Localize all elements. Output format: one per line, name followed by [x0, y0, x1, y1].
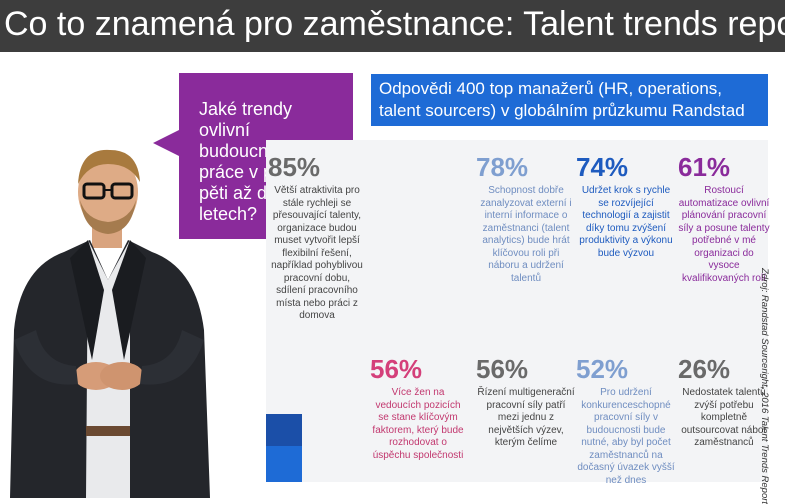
stat-card: 74% Udržet krok s rychle se rozvíjející … — [576, 152, 676, 260]
accent-square-dark — [266, 414, 302, 446]
stat-percent: 78% — [476, 152, 529, 182]
stat-description: Schopnost dobře zanalyzovat externí i in… — [480, 185, 572, 284]
accent-square-blue — [266, 446, 302, 482]
source-text: Zdroj: Randstad Sourceright, 2016 Talent… — [759, 268, 770, 504]
stat-percent: 56% — [370, 354, 423, 384]
stat-percent: 52% — [576, 354, 629, 384]
stat-description: Řízení multigenerační pracovní síly patř… — [477, 387, 575, 448]
stat-card: 56% Řízení multigenerační pracovní síly … — [476, 354, 576, 450]
stat-card: 56% Více žen na vedoucích pozicích se st… — [370, 354, 466, 462]
title-bar: Co to znamená pro zaměstnance: Talent tr… — [0, 0, 785, 52]
bubble-tail — [153, 129, 181, 157]
stat-card: 52% Pro udržení konkurenceschopné pracov… — [576, 354, 676, 487]
stat-percent: 26% — [678, 354, 731, 384]
stat-card: 78% Schopnost dobře zanalyzovat externí … — [476, 152, 576, 285]
businessman-illustration — [10, 149, 210, 498]
stat-description: Udržet krok s rychle se rozvíjející tech… — [579, 185, 673, 259]
stat-description: Rostoucí automatizace ovlivní plánování … — [678, 185, 770, 284]
page-title: Co to znamená pro zaměstnance: Talent tr… — [4, 5, 785, 43]
stat-card: 26% Nedostatek talentů zvýší potřebu kom… — [678, 354, 770, 450]
source-note: Zdroj: Randstad Sourceright, 2016 Talent… — [758, 268, 772, 504]
stat-card: 61% Rostoucí automatizace ovlivní plánov… — [678, 152, 770, 285]
stat-percent: 56% — [476, 354, 529, 384]
stat-percent: 85% — [268, 152, 321, 182]
stat-percent: 61% — [678, 152, 731, 182]
stat-description: Více žen na vedoucích pozicích se stane … — [372, 387, 464, 461]
survey-header-text: Odpovědi 400 top manažerů (HR, operation… — [379, 79, 745, 120]
stat-description: Větší atraktivita pro stále rychleji se … — [271, 185, 363, 321]
survey-header: Odpovědi 400 top manažerů (HR, operation… — [371, 74, 768, 126]
stat-card: 85% Větší atraktivita pro stále rychleji… — [268, 152, 366, 323]
stat-description: Nedostatek talentů zvýší potřebu komplet… — [681, 387, 767, 448]
stat-description: Pro udržení konkurenceschopné pracovní s… — [577, 387, 675, 486]
stat-percent: 74% — [576, 152, 629, 182]
stats-panel: 85% Větší atraktivita pro stále rychleji… — [266, 140, 770, 486]
